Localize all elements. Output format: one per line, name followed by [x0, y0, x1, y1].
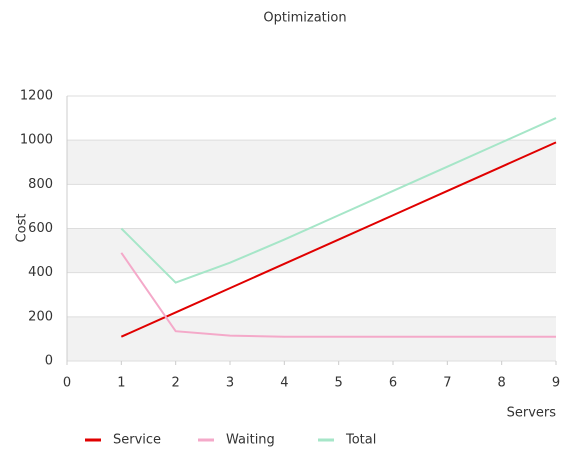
y-tick-label: 600: [28, 221, 53, 236]
x-tick-label: 8: [498, 376, 506, 391]
x-tick-label: 9: [552, 376, 560, 391]
x-tick-label: 0: [63, 376, 71, 391]
x-tick-label: 1: [117, 376, 125, 391]
y-tick-label: 1000: [20, 133, 53, 148]
x-tick-label: 7: [443, 376, 451, 391]
x-tick-label: 3: [226, 376, 234, 391]
legend-label: Waiting: [226, 433, 275, 448]
grid-band: [67, 316, 556, 361]
series-line: [120, 141, 557, 338]
y-axis-label: Cost: [15, 214, 30, 243]
series-line: [120, 117, 557, 284]
x-tick-label: 4: [280, 376, 288, 391]
y-tick-label: 1200: [20, 89, 53, 104]
grid-band: [67, 228, 556, 273]
y-tick-label: 400: [28, 265, 53, 280]
x-tick-label: 5: [335, 376, 343, 391]
y-tick-label: 200: [28, 309, 53, 324]
plot-background: [67, 140, 556, 361]
y-tick-label: 800: [28, 177, 53, 192]
legend-label: Total: [345, 433, 376, 448]
series-line: [120, 252, 556, 338]
x-axis-label: Servers: [507, 406, 557, 421]
y-tick-label: 0: [45, 354, 53, 369]
grid-band: [67, 140, 556, 185]
chart-title: Optimization: [263, 11, 346, 26]
legend-label: Service: [113, 433, 161, 448]
x-tick-label: 6: [389, 376, 397, 391]
x-tick-label: 2: [172, 376, 180, 391]
